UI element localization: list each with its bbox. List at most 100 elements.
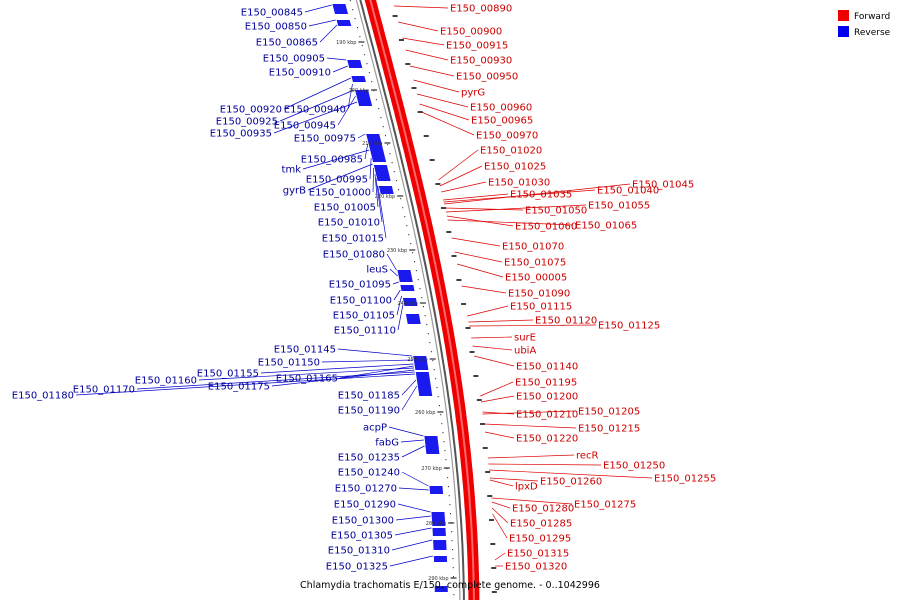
minor-tick: [354, 18, 356, 20]
reverse-gene-label: E150_01165: [276, 374, 338, 385]
forward-gene-label: E150_01115: [510, 302, 572, 313]
forward-leader-line: [482, 410, 577, 415]
reverse-feature-block: [355, 90, 371, 98]
forward-leader-line: [444, 207, 524, 211]
forward-leader-line: [472, 345, 513, 351]
reverse-leader-line: [302, 149, 370, 170]
reverse-feature-block: [336, 20, 352, 26]
reverse-leader-line: [377, 185, 387, 239]
reverse-leader-line: [326, 57, 347, 61]
tick-label: 260 kbp: [415, 410, 435, 416]
reverse-leader-line: [283, 77, 352, 110]
reverse-leader-line: [260, 363, 414, 374]
reverse-gene-label: E150_01310: [328, 546, 390, 557]
tick-label: 200 kbp: [349, 88, 369, 94]
minor-tick: [445, 459, 447, 461]
reverse-leader-line: [388, 426, 424, 437]
forward-gene-label: E150_01315: [507, 549, 569, 560]
forward-gene-label: E150_01090: [508, 289, 570, 300]
reverse-feature-block: [415, 372, 431, 386]
reverse-leader-line: [304, 4, 332, 13]
minor-tick: [393, 171, 395, 173]
minor-tick: [437, 396, 439, 398]
forward-gene-label: pyrG: [461, 88, 485, 99]
minor-tick: [436, 387, 438, 389]
forward-gene-label: E150_01220: [516, 434, 578, 445]
forward-leader-line: [457, 263, 504, 278]
forward-leader-line: [443, 193, 509, 201]
minor-tick: [450, 513, 452, 515]
reverse-gene-label: E150_01290: [334, 500, 396, 511]
tick-label: 270 kbp: [421, 466, 441, 472]
forward-gene-label: E150_01285: [510, 519, 572, 530]
minor-tick: [402, 207, 404, 209]
reverse-feature-block: [413, 356, 429, 370]
minor-tick: [384, 135, 386, 137]
reverse-leader-line: [389, 268, 398, 277]
reverse-gene-label: E150_01170: [73, 385, 135, 396]
reverse-leader-line: [198, 367, 415, 381]
minor-tick: [349, 0, 351, 2]
minor-tick: [430, 351, 432, 353]
reverse-leader-line: [397, 303, 404, 331]
forward-leader-line: [487, 454, 575, 459]
forward-leader-line: [492, 513, 508, 539]
forward-gene-label: E150_01075: [504, 258, 566, 269]
reverse-feature-block: [400, 285, 415, 291]
reverse-leader-line: [321, 359, 413, 363]
forward-gene-label: E150_01055: [588, 201, 650, 212]
reverse-leader-line: [319, 24, 338, 43]
forward-gene-label: lpxD: [515, 482, 538, 493]
forward-feature-highlight: [369, 0, 475, 600]
reverse-feature-block: [347, 60, 363, 68]
legend-swatch-reverse: [838, 26, 849, 37]
minor-tick: [453, 594, 455, 596]
tick-label: 290 kbp: [428, 576, 448, 582]
reverse-leader-line: [372, 167, 374, 193]
reverse-leader-line: [396, 295, 402, 316]
reverse-gene-label: E150_01005: [314, 203, 376, 214]
reverse-gene-label: E150_01305: [331, 531, 393, 542]
reverse-gene-label: E150_01270: [335, 484, 397, 495]
reverse-leader-line: [308, 19, 336, 27]
reverse-gene-label: E150_01190: [338, 406, 400, 417]
reverse-gene-label: E150_00975: [294, 134, 356, 145]
minor-tick: [433, 369, 435, 371]
minor-tick: [448, 495, 450, 497]
reverse-gene-label: E150_01180: [12, 391, 74, 402]
reverse-feature-block: [432, 528, 446, 536]
forward-gene-label: recR: [576, 451, 599, 462]
reverse-feature-block: [402, 298, 418, 306]
forward-leader-line: [482, 411, 515, 415]
minor-tick: [444, 450, 446, 452]
reverse-leader-line: [386, 253, 397, 271]
forward-leader-line: [439, 165, 483, 187]
reverse-leader-line: [398, 487, 429, 491]
reverse-leader-line: [273, 101, 358, 134]
reverse-feature-block: [431, 512, 446, 526]
reverse-leader-line: [332, 65, 348, 73]
reverse-gene-label: E150_00920: [220, 105, 282, 116]
reverse-leader-line: [401, 385, 418, 411]
forward-leader-line: [441, 181, 487, 193]
forward-gene-label: E150_01025: [484, 162, 546, 173]
reverse-leader-line: [307, 163, 373, 191]
reverse-feature-block: [429, 486, 444, 494]
minor-tick: [398, 189, 400, 191]
forward-gene-label: E150_01215: [578, 424, 640, 435]
reverse-leader-line: [392, 281, 399, 285]
forward-gene-label: E150_00970: [476, 131, 538, 142]
minor-tick: [359, 36, 361, 38]
reverse-leader-line: [369, 157, 372, 180]
forward-leader-line: [489, 479, 514, 487]
reverse-leader-line: [375, 177, 383, 223]
forward-gene-label: E150_01070: [502, 242, 564, 253]
reverse-feature-block: [397, 270, 413, 282]
tick-label: 220 kbp: [375, 194, 395, 200]
forward-leader-line: [454, 251, 503, 263]
minor-tick: [395, 180, 397, 182]
reverse-feature-block: [424, 436, 439, 448]
forward-gene-label: ubiA: [514, 346, 536, 357]
reverse-feature-block: [357, 98, 373, 106]
